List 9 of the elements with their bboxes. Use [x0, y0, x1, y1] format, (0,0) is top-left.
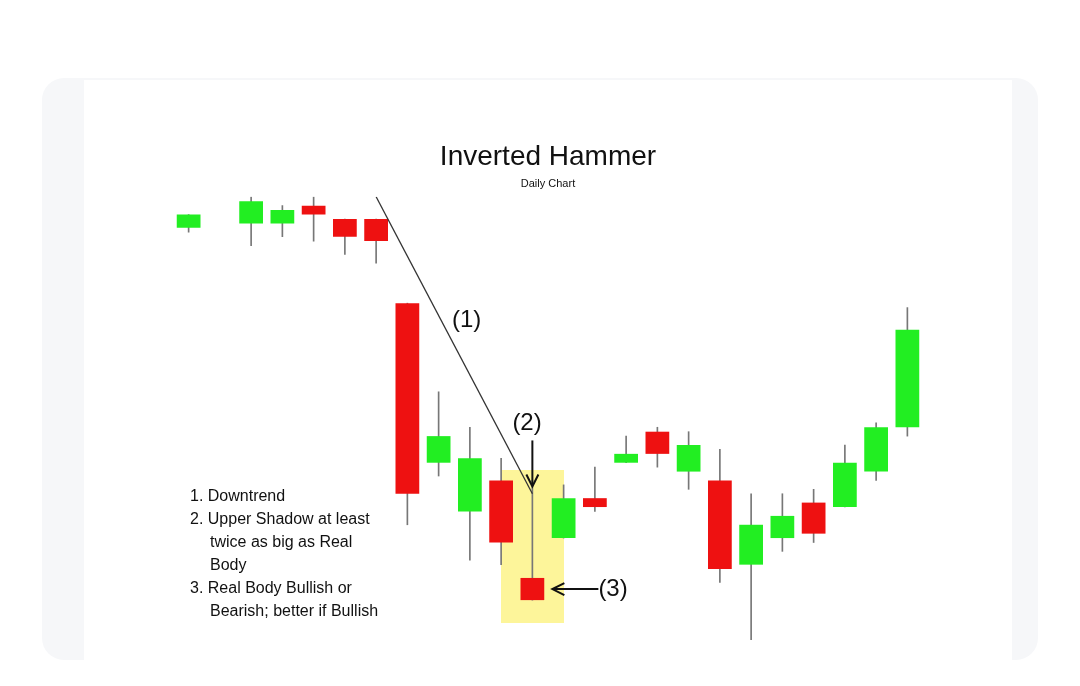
annotation: 3. Real Body Bullish or Bearish; better if Bullish	[190, 578, 380, 621]
candlestick	[583, 466, 607, 512]
annotation: 1. Downtrend	[190, 486, 287, 506]
annotation: (1)	[452, 305, 482, 333]
chart-title: Inverted Hammer	[439, 139, 657, 171]
annotation: (3)	[598, 574, 628, 603]
annotation: 2. Upper Shadow at least twice as big as Real Body	[190, 509, 371, 575]
chart-subtitle: Daily Chart	[520, 177, 576, 190]
annotation: (2)	[512, 408, 542, 436]
